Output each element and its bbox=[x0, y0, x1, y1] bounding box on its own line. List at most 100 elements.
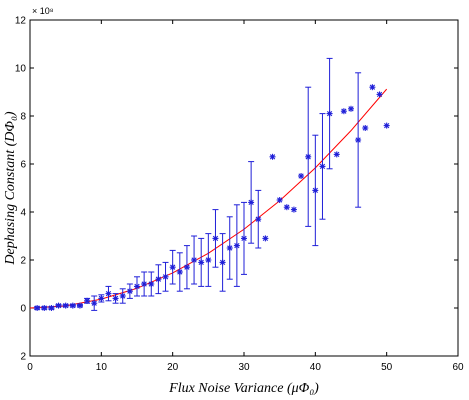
asterisk-stroke bbox=[369, 84, 376, 90]
asterisk-stroke bbox=[227, 245, 233, 251]
data-point bbox=[219, 259, 226, 266]
asterisk-stroke bbox=[269, 154, 276, 160]
data-point bbox=[262, 235, 269, 242]
data-point bbox=[34, 305, 41, 311]
asterisk-stroke bbox=[63, 302, 69, 309]
data-point bbox=[241, 235, 247, 242]
data-point bbox=[126, 288, 133, 295]
data-point bbox=[298, 173, 305, 179]
asterisk-stroke bbox=[112, 295, 119, 302]
asterisk-stroke bbox=[134, 283, 140, 290]
y-tick-label: 12 bbox=[15, 16, 27, 27]
y-tick-label: 6 bbox=[20, 160, 26, 171]
data-point bbox=[134, 283, 140, 290]
x-tick-label: 60 bbox=[452, 362, 464, 373]
asterisk-stroke bbox=[184, 264, 190, 270]
asterisk-stroke bbox=[198, 259, 204, 266]
data-point bbox=[41, 305, 48, 311]
data-point bbox=[248, 199, 255, 206]
x-tick-label: 30 bbox=[238, 362, 250, 373]
asterisk-stroke bbox=[127, 288, 133, 294]
asterisk-stroke bbox=[148, 281, 154, 287]
y-tick-label: 2 bbox=[20, 256, 26, 267]
y-tick-label: 8 bbox=[20, 112, 26, 123]
asterisk-stroke bbox=[48, 305, 55, 311]
asterisk-stroke bbox=[91, 300, 97, 306]
asterisk-stroke bbox=[205, 257, 211, 263]
data-point bbox=[155, 276, 162, 283]
asterisk-stroke bbox=[170, 264, 176, 270]
asterisk-stroke bbox=[77, 302, 83, 309]
asterisk-stroke bbox=[41, 305, 47, 311]
asterisk-stroke bbox=[248, 199, 254, 206]
asterisk-stroke bbox=[162, 274, 169, 280]
x-axis-label: Flux Noise Variance (μΦ₀) bbox=[168, 381, 319, 396]
data-point bbox=[148, 281, 155, 287]
data-point bbox=[169, 264, 176, 271]
asterisk-stroke bbox=[191, 257, 197, 263]
data-point bbox=[62, 302, 69, 309]
data-point bbox=[119, 293, 126, 299]
data-point bbox=[362, 125, 369, 131]
data-point bbox=[198, 259, 205, 266]
data-point bbox=[112, 295, 119, 302]
asterisk-stroke bbox=[376, 91, 383, 98]
x-tick-label: 10 bbox=[96, 362, 108, 373]
data-point bbox=[305, 153, 312, 160]
asterisk-stroke bbox=[255, 216, 261, 222]
asterisk-stroke bbox=[177, 269, 183, 275]
y-axis-label: Dephasing Constant (DΦ₀) bbox=[3, 111, 18, 266]
asterisk-stroke bbox=[384, 122, 390, 129]
data-point bbox=[376, 91, 383, 98]
data-point bbox=[141, 281, 148, 287]
asterisk-stroke bbox=[298, 173, 304, 179]
data-point bbox=[355, 137, 362, 143]
data-point bbox=[383, 122, 390, 129]
asterisk-stroke bbox=[155, 276, 162, 282]
y-tick-label: 4 bbox=[20, 208, 26, 219]
asterisk-stroke bbox=[305, 154, 311, 160]
asterisk-stroke bbox=[277, 197, 283, 203]
asterisk-stroke bbox=[212, 235, 219, 242]
asterisk-stroke bbox=[341, 108, 347, 114]
asterisk-stroke bbox=[105, 290, 112, 297]
data-point bbox=[340, 108, 347, 115]
data-point bbox=[69, 302, 76, 309]
y-tick-label: 0 bbox=[20, 304, 26, 315]
data-point bbox=[319, 163, 326, 170]
data-point bbox=[333, 151, 340, 158]
asterisk-stroke bbox=[291, 206, 297, 213]
data-point bbox=[269, 153, 276, 160]
data-point bbox=[290, 206, 297, 213]
data-point bbox=[162, 273, 169, 280]
data-point bbox=[183, 264, 190, 271]
y-tick-label: 2 bbox=[20, 352, 26, 363]
asterisk-stroke bbox=[362, 125, 368, 131]
asterisk-stroke bbox=[55, 302, 62, 309]
data-point bbox=[91, 300, 98, 307]
data-point bbox=[283, 204, 290, 211]
asterisk-stroke bbox=[241, 235, 247, 242]
x-tick-label: 40 bbox=[310, 362, 322, 373]
y-scale-label: × 10⁸ bbox=[32, 6, 54, 16]
data-point bbox=[205, 257, 212, 263]
data-point bbox=[226, 245, 233, 251]
data-point bbox=[55, 302, 62, 309]
asterisk-stroke bbox=[141, 281, 147, 287]
asterisk-stroke bbox=[234, 242, 240, 249]
data-markers bbox=[34, 84, 390, 311]
data-point bbox=[191, 257, 198, 263]
asterisk-stroke bbox=[284, 204, 290, 210]
asterisk-stroke bbox=[262, 235, 269, 242]
x-tick-label: 20 bbox=[167, 362, 179, 373]
asterisk-stroke bbox=[84, 298, 90, 304]
asterisk-stroke bbox=[355, 137, 361, 143]
data-point bbox=[255, 216, 262, 223]
data-point bbox=[176, 269, 183, 275]
asterisk-stroke bbox=[319, 163, 326, 170]
data-point bbox=[76, 302, 83, 309]
data-point bbox=[212, 235, 219, 242]
asterisk-stroke bbox=[70, 302, 76, 309]
data-point bbox=[105, 290, 112, 297]
